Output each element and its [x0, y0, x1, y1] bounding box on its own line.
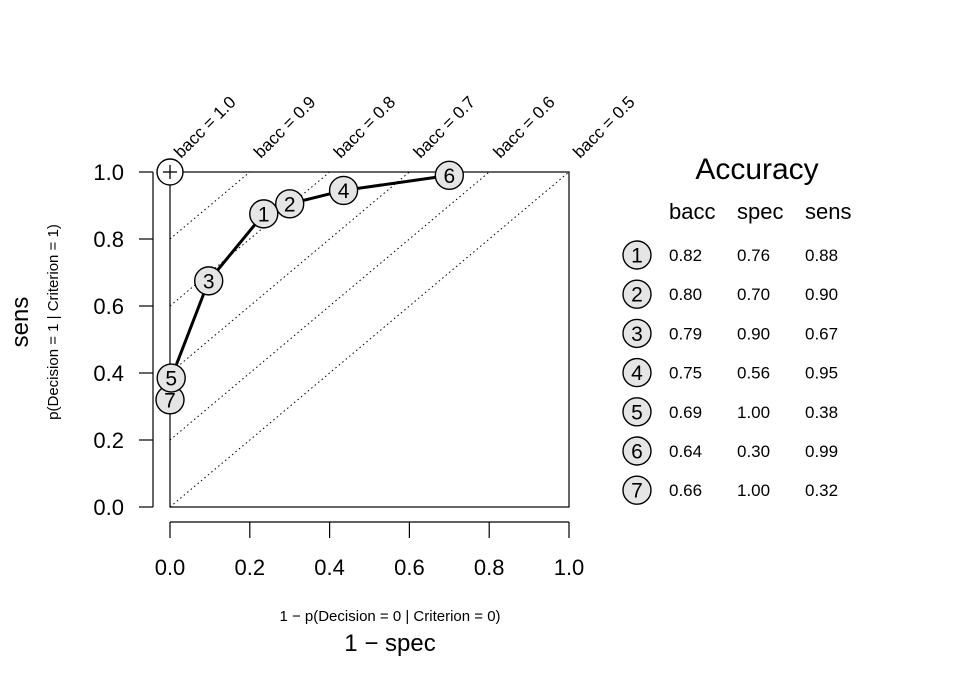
iso-line	[169, 171, 330, 307]
iso-line-label: bacc = 1.0	[170, 93, 239, 162]
accuracy-row: 7 0.66 1.00 0.32	[622, 475, 838, 505]
accuracy-bacc: 0.82	[669, 246, 702, 265]
accuracy-row-id: 7	[631, 480, 643, 503]
data-point-circle	[434, 160, 464, 191]
accuracy-spec: 0.70	[737, 285, 770, 304]
accuracy-row-marker	[622, 357, 652, 388]
accuracy-spec: 1.00	[737, 403, 770, 422]
data-point-label: 5	[165, 368, 177, 391]
accuracy-column-header: bacc	[669, 199, 715, 224]
data-point: 2	[275, 189, 305, 219]
accuracy-sens: 0.95	[805, 364, 838, 383]
y-tick-label: 0.8	[93, 227, 124, 252]
iso-line-label: bacc = 0.6	[490, 93, 559, 162]
accuracy-bacc: 0.69	[669, 403, 702, 422]
data-point-circle	[156, 363, 186, 393]
plot-area: bacc = 1.0 bacc = 0.9 bacc = 0.8 bacc = 0.7…	[155, 93, 639, 508]
accuracy-row: 3 0.79 0.90 0.67	[622, 318, 838, 349]
x-tick-label: 0.0	[155, 555, 186, 580]
x-tick-label: 0.8	[474, 555, 505, 580]
accuracy-row: 1 0.82 0.76 0.88	[622, 240, 838, 270]
accuracy-spec: 1.00	[737, 481, 770, 500]
y-tick-label: 0.2	[93, 428, 124, 453]
accuracy-row: 6 0.64 0.30 0.99	[622, 436, 838, 466]
y-tick-label: 1.0	[93, 160, 124, 185]
iso-line	[169, 171, 490, 441]
data-point-circle	[328, 175, 359, 206]
accuracy-spec: 0.30	[737, 442, 770, 461]
accuracy-bacc: 0.75	[669, 364, 702, 383]
accuracy-row-marker	[622, 279, 652, 309]
y-axis-sublabel: p(Decision = 1 | Criterion = 1)	[45, 224, 62, 420]
accuracy-row: 4 0.75 0.56 0.95	[622, 357, 838, 388]
data-point-label: 3	[203, 270, 215, 293]
accuracy-sens: 0.88	[805, 246, 838, 265]
accuracy-table: Accuracy bacc spec sens 1 0.82 0.76 0.88 2 0.80 0…	[622, 153, 851, 505]
accuracy-row: 2 0.80 0.70 0.90	[622, 279, 838, 309]
accuracy-bacc: 0.79	[669, 324, 702, 343]
y-tick-label: 0.6	[93, 294, 124, 319]
accuracy-bacc: 0.64	[669, 442, 702, 461]
data-point-label: 2	[284, 193, 296, 216]
accuracy-row-marker	[622, 436, 652, 466]
plot-frame	[169, 171, 570, 508]
accuracy-spec: 0.90	[737, 324, 770, 343]
iso-line	[169, 171, 251, 240]
accuracy-row-id: 2	[631, 284, 643, 307]
y-tick-label: 0.4	[93, 361, 124, 386]
data-point-label: 1	[258, 203, 270, 226]
data-point: 1	[249, 199, 279, 229]
accuracy-row-id: 5	[631, 401, 643, 424]
accuracy-row-marker	[622, 475, 652, 505]
data-point: 5	[156, 363, 186, 393]
x-tick-label: 1.0	[554, 555, 585, 580]
accuracy-row-id: 3	[631, 323, 643, 346]
accuracy-row: 5 0.69 1.00 0.38	[622, 397, 838, 427]
x-axis: 0.0 0.2 0.4 0.6 0.8 1.0	[155, 521, 585, 580]
accuracy-sens: 0.90	[805, 285, 838, 304]
accuracy-bacc: 0.66	[669, 481, 702, 500]
accuracy-sens: 0.99	[805, 442, 838, 461]
y-tick-label: 0.0	[93, 495, 124, 520]
accuracy-sens: 0.38	[805, 403, 838, 422]
accuracy-row-id: 6	[631, 441, 643, 464]
accuracy-column-header: spec	[737, 199, 783, 224]
data-point-circle	[194, 266, 224, 296]
accuracy-sens: 0.32	[805, 481, 838, 500]
data-point-circle	[275, 189, 305, 219]
accuracy-row-id: 1	[631, 245, 643, 268]
data-point-label: 7	[164, 389, 176, 412]
accuracy-row-marker	[622, 397, 652, 427]
accuracy-bacc: 0.80	[669, 285, 702, 304]
iso-line-label: bacc = 0.5	[569, 93, 638, 162]
data-point: 6	[434, 160, 464, 191]
accuracy-row-id: 4	[631, 362, 643, 385]
y-axis: 0.0 0.2 0.4 0.6 0.8 1.0	[93, 160, 154, 520]
data-point-circle	[249, 199, 279, 229]
data-point-label: 4	[338, 180, 350, 203]
iso-line-label: bacc = 0.8	[330, 93, 399, 162]
accuracy-title: Accuracy	[695, 153, 818, 186]
x-tick-label: 0.4	[314, 555, 345, 580]
accuracy-row-marker	[622, 318, 652, 349]
x-axis-label: 1 − spec	[344, 630, 435, 657]
iso-line	[169, 171, 570, 508]
data-point-label: 6	[443, 165, 455, 188]
y-axis-label: sens	[7, 297, 34, 348]
accuracy-column-header: sens	[805, 199, 851, 224]
accuracy-spec: 0.76	[737, 246, 770, 265]
data-point: 4	[328, 175, 359, 206]
iso-line-label: bacc = 0.9	[250, 93, 319, 162]
iso-line-label: bacc = 0.7	[410, 93, 479, 162]
accuracy-row-marker	[622, 240, 652, 270]
x-tick-label: 0.2	[235, 555, 266, 580]
accuracy-sens: 0.67	[805, 324, 838, 343]
data-point: 3	[194, 266, 224, 296]
accuracy-spec: 0.56	[737, 364, 770, 383]
x-axis-sublabel: 1 − p(Decision = 0 | Criterion = 0)	[279, 608, 500, 625]
x-tick-label: 0.6	[394, 555, 425, 580]
ideal-point	[156, 158, 184, 186]
